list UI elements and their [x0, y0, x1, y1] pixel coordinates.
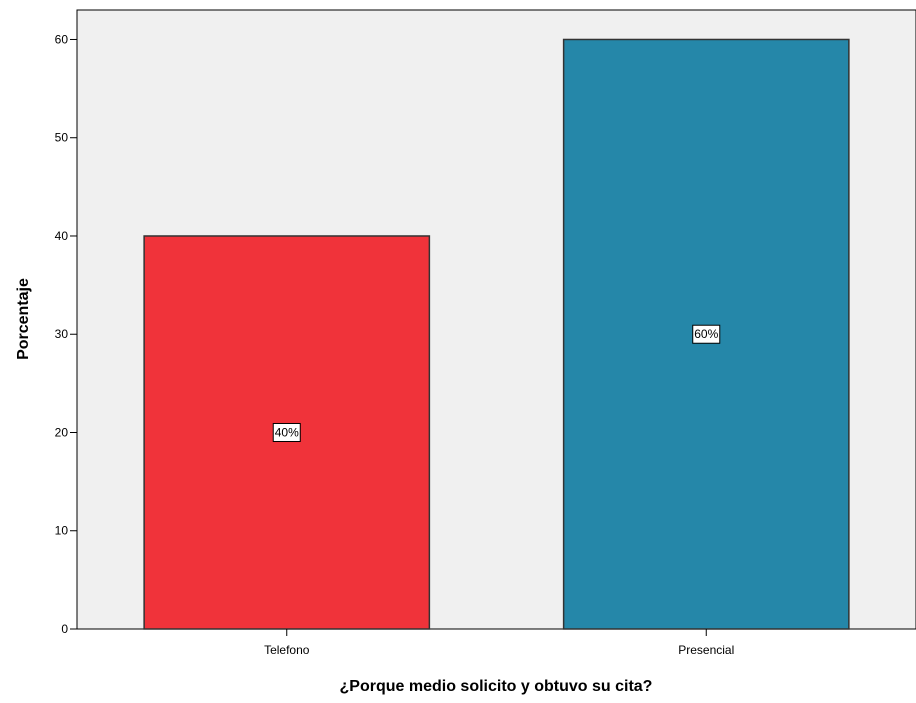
y-axis-title: Porcentaje — [15, 278, 32, 360]
y-tick-label: 20 — [55, 425, 69, 439]
y-tick-label: 40 — [55, 229, 69, 243]
x-axis: Telefono Presencial — [264, 629, 734, 657]
x-tick-label: Presencial — [678, 643, 734, 657]
bars: 40% 60% — [143, 38, 850, 630]
y-tick-label: 30 — [55, 327, 69, 341]
y-tick-label: 10 — [55, 524, 69, 538]
x-axis-title: ¿Porque medio solicito y obtuvo su cita? — [340, 678, 653, 695]
y-tick-label: 50 — [55, 131, 69, 145]
y-tick-label: 0 — [61, 622, 68, 636]
data-label-box — [272, 422, 301, 442]
data-label: 60% — [694, 327, 718, 341]
x-tick-label: Telefono — [264, 643, 310, 657]
y-axis: 0 10 20 30 40 50 60 — [55, 32, 77, 636]
y-tick-label: 60 — [55, 32, 69, 46]
data-label-box — [692, 324, 721, 344]
data-label: 40% — [275, 425, 299, 439]
